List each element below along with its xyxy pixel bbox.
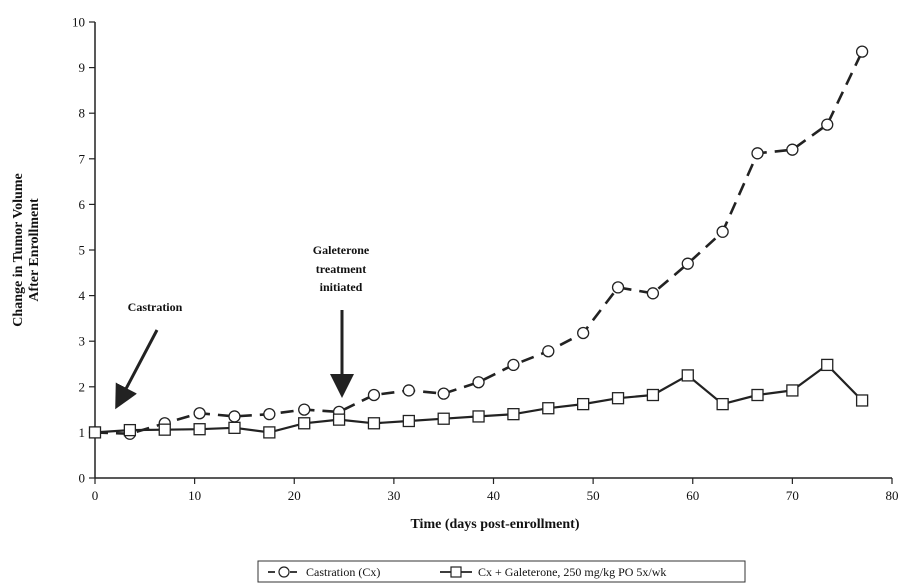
y-tick-label: 4 — [79, 288, 86, 303]
annotation-castration: Castration — [115, 300, 183, 410]
legend-castration-label: Castration (Cx) — [306, 565, 380, 579]
annotation-castration-label: Castration — [128, 300, 183, 314]
series-layer — [88, 45, 869, 440]
x-axis-ticks: 0 10 20 30 40 50 60 70 80 — [92, 478, 899, 503]
data-point-cx-galeterone — [123, 423, 137, 437]
data-point-cx-galeterone — [402, 414, 415, 428]
y-tick-label: 2 — [79, 379, 86, 394]
y-axis-ticks: 0 1 2 3 4 5 6 7 8 9 10 — [72, 15, 95, 486]
data-point-cx-galeterone — [472, 410, 485, 423]
y-tick-label: 8 — [79, 106, 86, 121]
data-point-cx-galeterone — [88, 426, 102, 439]
x-tick-label: 50 — [587, 488, 600, 503]
legend-galeterone-marker — [450, 566, 462, 578]
y-tick-label: 9 — [79, 60, 86, 75]
x-tick-label: 70 — [786, 488, 799, 503]
data-point-castration-cx — [681, 257, 694, 270]
x-axis-title: Time (days post-enrollment) — [410, 517, 579, 532]
annotation-galeterone: Galeterone treatment initiated — [313, 243, 370, 398]
y-axis-title: Change in Tumor Volume After Enrollment — [11, 173, 42, 326]
y-tick-label: 10 — [72, 15, 85, 30]
data-point-castration-cx — [402, 384, 415, 397]
data-point-cx-galeterone — [158, 423, 171, 436]
data-point-cx-galeterone — [646, 388, 660, 402]
legend-castration-marker — [278, 566, 290, 578]
data-point-castration-cx — [437, 387, 450, 400]
data-point-cx-galeterone — [193, 423, 206, 436]
x-tick-label: 80 — [886, 488, 899, 503]
data-point-cx-galeterone — [577, 397, 590, 411]
x-tick-label: 40 — [487, 488, 500, 503]
annotation-galeterone-line-3: initiated — [320, 280, 363, 294]
x-tick-label: 10 — [188, 488, 201, 503]
y-tick-label: 0 — [79, 471, 86, 486]
x-tick-label: 20 — [288, 488, 301, 503]
x-tick-label: 0 — [92, 488, 99, 503]
data-point-castration-cx — [367, 388, 381, 402]
legend: Castration (Cx) Cx + Galeterone, 250 mg/… — [257, 560, 746, 583]
data-point-castration-cx — [646, 287, 660, 300]
y-tick-label: 3 — [79, 334, 86, 349]
data-point-castration-cx — [611, 281, 625, 294]
data-point-castration-cx — [472, 376, 485, 389]
data-point-cx-galeterone — [437, 412, 450, 425]
data-point-cx-galeterone — [855, 394, 869, 407]
annotation-castration-arrow — [115, 329, 159, 410]
data-point-cx-galeterone — [681, 369, 694, 382]
x-tick-label: 60 — [686, 488, 699, 503]
data-point-castration-cx — [507, 358, 520, 372]
data-point-castration-cx — [821, 118, 834, 131]
x-tick-label: 30 — [387, 488, 400, 503]
series-line-castration-cx — [94, 51, 864, 436]
data-point-cx-galeterone — [716, 397, 729, 411]
y-tick-label: 7 — [79, 151, 86, 166]
data-point-castration-cx — [542, 345, 555, 358]
y-axis-title-line-2: After Enrollment — [27, 198, 42, 302]
data-point-cx-galeterone — [332, 413, 346, 426]
legend-box — [257, 560, 746, 583]
data-point-cx-galeterone — [263, 426, 276, 439]
y-tick-label: 6 — [79, 197, 86, 212]
data-point-castration-cx — [577, 326, 590, 340]
y-tick-label: 1 — [79, 425, 86, 440]
data-point-cx-galeterone — [611, 392, 625, 405]
legend-galeterone-label: Cx + Galeterone, 250 mg/kg PO 5x/wk — [478, 565, 666, 579]
data-point-castration-cx — [751, 147, 764, 160]
annotation-galeterone-line-1: Galeterone — [313, 243, 370, 257]
data-point-cx-galeterone — [228, 421, 241, 434]
data-point-cx-galeterone — [786, 384, 799, 397]
data-point-castration-cx — [298, 403, 311, 416]
data-point-cx-galeterone — [821, 358, 834, 372]
data-point-castration-cx — [786, 143, 799, 156]
y-tick-label: 5 — [79, 243, 86, 258]
data-point-cx-galeterone — [298, 417, 311, 430]
data-point-castration-cx — [193, 407, 206, 420]
data-point-castration-cx — [716, 225, 729, 238]
data-point-cx-galeterone — [542, 402, 555, 415]
data-point-castration-cx — [228, 410, 241, 423]
data-point-cx-galeterone — [367, 417, 381, 430]
annotation-galeterone-line-2: treatment — [316, 262, 366, 276]
data-point-cx-galeterone — [507, 408, 520, 421]
data-point-cx-galeterone — [751, 388, 764, 402]
y-axis-title-line-1: Change in Tumor Volume — [11, 173, 26, 326]
data-point-castration-cx — [263, 408, 276, 421]
data-point-castration-cx — [855, 45, 869, 58]
